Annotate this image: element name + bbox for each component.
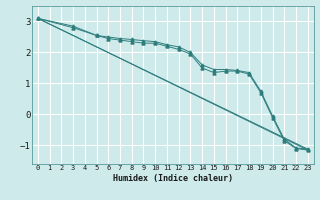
X-axis label: Humidex (Indice chaleur): Humidex (Indice chaleur)	[113, 174, 233, 183]
